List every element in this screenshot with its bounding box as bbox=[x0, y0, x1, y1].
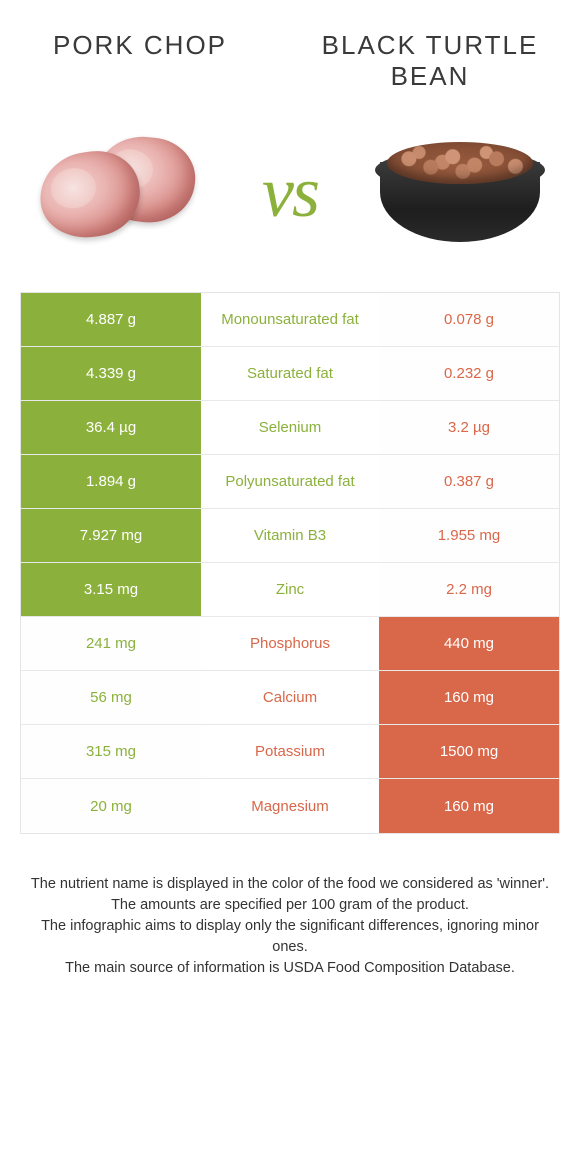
nutrient-name: Magnesium bbox=[201, 779, 379, 833]
right-value: 0.232 g bbox=[379, 347, 559, 400]
nutrient-name: Vitamin B3 bbox=[201, 509, 379, 562]
table-row: 56 mgCalcium160 mg bbox=[21, 671, 559, 725]
right-value: 2.2 mg bbox=[379, 563, 559, 616]
title-right: Black turtle bean bbox=[320, 30, 540, 92]
footer-line: The nutrient name is displayed in the co… bbox=[28, 874, 552, 895]
right-value: 0.387 g bbox=[379, 455, 559, 508]
left-value: 1.894 g bbox=[21, 455, 201, 508]
table-row: 7.927 mgVitamin B31.955 mg bbox=[21, 509, 559, 563]
left-value: 241 mg bbox=[21, 617, 201, 670]
table-row: 241 mgPhosphorus440 mg bbox=[21, 617, 559, 671]
table-row: 4.339 gSaturated fat0.232 g bbox=[21, 347, 559, 401]
nutrient-name: Calcium bbox=[201, 671, 379, 724]
left-value: 4.339 g bbox=[21, 347, 201, 400]
table-row: 4.887 gMonounsaturated fat0.078 g bbox=[21, 293, 559, 347]
vs-row: vs bbox=[0, 102, 580, 292]
title-left: Pork chop bbox=[40, 30, 240, 92]
footer-line: The main source of information is USDA F… bbox=[28, 958, 552, 979]
table-row: 36.4 µgSelenium3.2 µg bbox=[21, 401, 559, 455]
right-value: 160 mg bbox=[379, 779, 559, 833]
right-value: 1500 mg bbox=[379, 725, 559, 778]
left-value: 56 mg bbox=[21, 671, 201, 724]
nutrient-name: Monounsaturated fat bbox=[201, 293, 379, 346]
pork-chop-image bbox=[30, 122, 210, 262]
right-value: 440 mg bbox=[379, 617, 559, 670]
right-value: 3.2 µg bbox=[379, 401, 559, 454]
nutrient-name: Phosphorus bbox=[201, 617, 379, 670]
left-value: 20 mg bbox=[21, 779, 201, 833]
nutrient-name: Potassium bbox=[201, 725, 379, 778]
nutrient-name: Polyunsaturated fat bbox=[201, 455, 379, 508]
nutrient-name: Selenium bbox=[201, 401, 379, 454]
header: Pork chop Black turtle bean bbox=[0, 0, 580, 102]
black-turtle-bean-image bbox=[370, 122, 550, 262]
left-value: 4.887 g bbox=[21, 293, 201, 346]
nutrient-name: Saturated fat bbox=[201, 347, 379, 400]
footer-line: The amounts are specified per 100 gram o… bbox=[28, 895, 552, 916]
right-value: 1.955 mg bbox=[379, 509, 559, 562]
right-value: 0.078 g bbox=[379, 293, 559, 346]
table-row: 20 mgMagnesium160 mg bbox=[21, 779, 559, 833]
footer-line: The infographic aims to display only the… bbox=[28, 916, 552, 958]
footer-notes: The nutrient name is displayed in the co… bbox=[0, 834, 580, 979]
vs-label: vs bbox=[262, 151, 318, 234]
left-value: 36.4 µg bbox=[21, 401, 201, 454]
nutrient-name: Zinc bbox=[201, 563, 379, 616]
table-row: 315 mgPotassium1500 mg bbox=[21, 725, 559, 779]
table-row: 1.894 gPolyunsaturated fat0.387 g bbox=[21, 455, 559, 509]
left-value: 3.15 mg bbox=[21, 563, 201, 616]
table-row: 3.15 mgZinc2.2 mg bbox=[21, 563, 559, 617]
left-value: 7.927 mg bbox=[21, 509, 201, 562]
nutrient-table: 4.887 gMonounsaturated fat0.078 g4.339 g… bbox=[20, 292, 560, 834]
right-value: 160 mg bbox=[379, 671, 559, 724]
left-value: 315 mg bbox=[21, 725, 201, 778]
